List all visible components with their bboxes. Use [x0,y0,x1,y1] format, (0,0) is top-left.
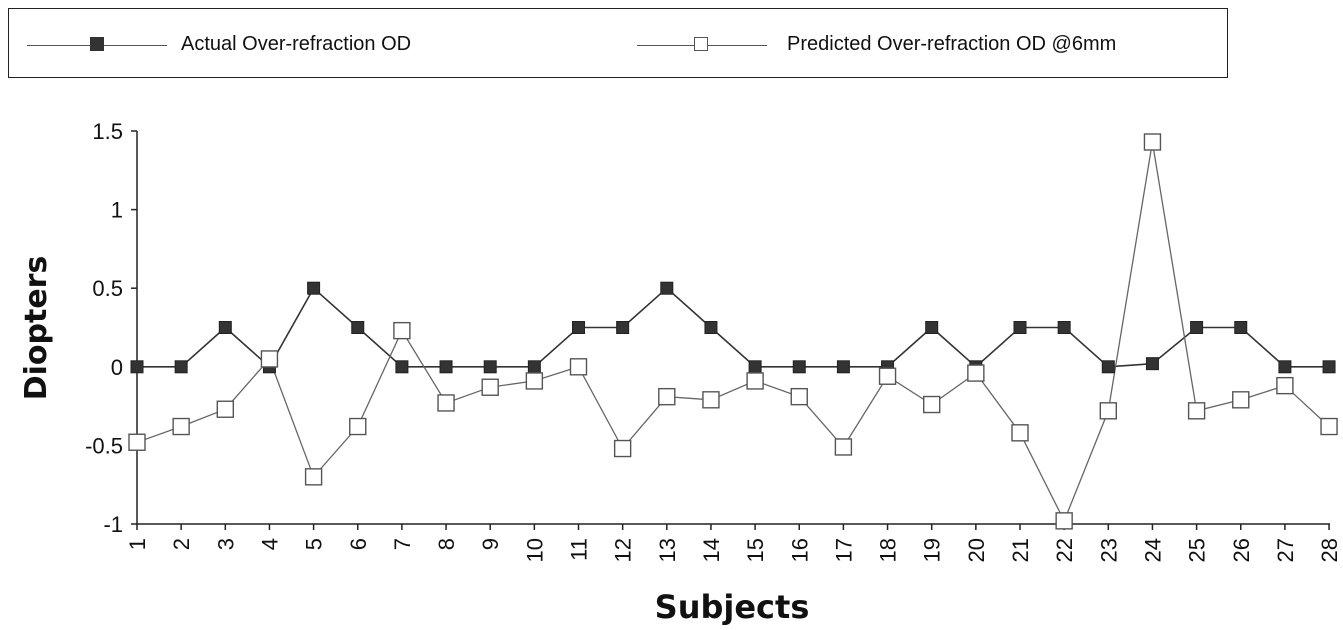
x-tick-label: 3 [213,538,238,550]
data-point-predicted [878,367,897,385]
y-tick-label: -0.5 [85,433,123,458]
chart-legend: Actual Over-refraction OD Predicted Over… [8,8,1228,78]
data-point-actual [527,360,541,374]
data-point-predicted [1055,512,1073,530]
data-point-predicted [304,468,323,486]
data-point-predicted [393,321,411,340]
data-point-predicted [658,387,676,406]
data-point-actual [660,281,674,295]
data-point-actual [1101,360,1115,374]
x-tick-label: 19 [920,538,945,562]
x-tick-label: 2 [169,538,194,550]
x-tick-label: 6 [346,538,371,550]
data-point-predicted [746,372,764,390]
data-point-predicted [216,400,235,418]
x-tick-label: 7 [390,538,415,550]
data-point-predicted [569,358,588,376]
x-tick-label: 26 [1229,538,1254,562]
x-tick-label: 13 [655,538,680,562]
data-point-actual [572,321,585,334]
data-point-actual [704,321,718,334]
data-point-predicted [1320,417,1338,436]
data-point-actual [395,360,409,374]
data-point-actual [925,321,939,334]
x-tick-label: 1 [125,538,150,550]
x-tick-label: 12 [611,538,636,562]
x-tick-label: 8 [434,538,459,550]
data-point-predicted [613,439,632,458]
x-tick-label: 17 [831,538,856,562]
x-tick-label: 18 [876,538,901,562]
data-point-predicted [790,387,808,406]
data-point-predicted [525,372,544,390]
data-point-predicted [1276,376,1294,395]
x-tick-label: 24 [1140,538,1165,562]
series-line-1 [137,286,1329,369]
legend-label-predicted: Predicted Over-refraction OD @6mm [787,33,1117,55]
data-point-actual [218,321,232,334]
data-point-actual [1234,321,1248,334]
data-point-predicted [437,394,455,412]
data-point-actual [1013,321,1027,334]
y-tick-label: 0 [111,355,123,380]
data-point-actual [1057,321,1071,334]
data-point-actual [1190,321,1204,334]
data-point-predicted [967,364,985,382]
x-tick-label: 11 [567,538,592,561]
chart-axes: 1.510.50-0.5-11 2 3 4 5 6 7 8 9 10 11 12 13 14 15 16 17 1… [85,119,1342,562]
data-point-actual [1322,360,1336,374]
data-point-predicted [1099,402,1118,420]
x-tick-label: 21 [1008,538,1033,562]
data-point-actual [1278,360,1292,374]
x-tick-label: 9 [478,538,503,550]
x-tick-label: 27 [1273,538,1298,562]
data-point-predicted [128,433,146,451]
data-point-actual [351,321,365,334]
y-axis-title: Diopters [19,256,54,401]
y-tick-label: 1 [111,198,123,223]
data-point-actual [174,360,188,374]
data-point-predicted [1011,424,1029,442]
data-point-predicted [481,378,499,396]
data-point-actual [836,360,850,374]
chart-series [128,133,1338,530]
data-point-predicted [1143,133,1162,151]
y-tick-label: -1 [103,512,123,537]
x-tick-label: 23 [1096,538,1121,562]
x-axis-title: Subjects [655,588,810,626]
open-square-icon [694,37,708,51]
data-point-actual [483,360,497,374]
data-point-predicted [1232,391,1250,409]
data-point-predicted [349,417,367,436]
data-point-actual [748,360,762,374]
x-tick-label: 4 [257,538,282,550]
data-point-actual [616,321,630,334]
x-tick-label: 14 [699,538,724,562]
data-point-actual [1145,357,1159,371]
data-point-actual [439,360,453,374]
x-tick-label: 22 [1052,538,1077,562]
legend-label-actual: Actual Over-refraction OD [181,33,412,55]
series-line-2 [136,141,1330,523]
data-point-predicted [923,395,941,414]
filled-square-icon [90,37,104,51]
x-tick-label: 5 [302,538,327,550]
data-point-actual [307,281,321,295]
x-tick-label: 10 [522,538,547,562]
x-tick-label: 25 [1185,538,1210,562]
data-point-actual [130,360,144,374]
data-point-predicted [1187,402,1206,420]
x-tick-label: 20 [964,538,989,562]
y-tick-label: 1.5 [92,119,123,144]
x-tick-label: 15 [743,538,768,562]
data-point-predicted [702,391,720,409]
x-tick-label: 16 [787,538,812,562]
data-point-predicted [172,417,190,436]
data-point-predicted [834,438,853,456]
data-point-predicted [260,350,279,368]
y-tick-label: 0.5 [92,276,123,301]
data-point-actual [792,360,806,374]
x-tick-label: 28 [1317,538,1342,562]
